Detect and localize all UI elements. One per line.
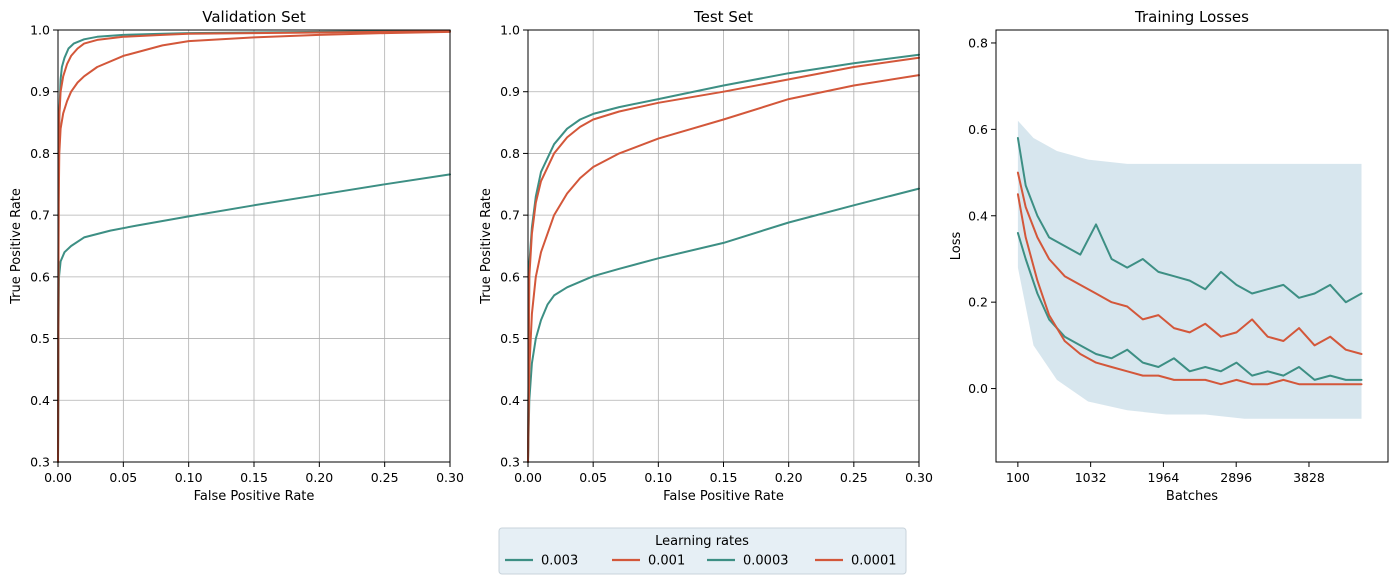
legend: Learning rates 0.003 0.001 0.0003 0.0001 — [498, 527, 907, 575]
x-tick-label: 0.15 — [710, 470, 738, 485]
y-tick-label: 0.8 — [500, 146, 520, 161]
x-tick-label: 0.00 — [44, 470, 72, 485]
y-tick-label: 0.8 — [30, 146, 50, 161]
series-line-1 — [1016, 171, 1363, 355]
series-line-2 — [527, 187, 920, 463]
x-tick-label: 0.10 — [644, 470, 672, 485]
x-tick-label: 0.20 — [775, 470, 803, 485]
training-losses-chart: 100 1032 1964 2896 3828 0.0 0.2 0.4 0.6 0.8 Traini… — [949, 8, 1389, 504]
legend-box — [498, 527, 907, 575]
y-tick-label: 0.3 — [500, 455, 520, 470]
x-tick-label: 1964 — [1148, 470, 1180, 485]
x-tick-label: 2896 — [1220, 470, 1252, 485]
legend-entry-label: 0.0003 — [743, 554, 789, 569]
plot-frame — [995, 29, 1389, 463]
y-tick-label: 0.4 — [30, 393, 50, 408]
x-tick-label: 0.05 — [109, 470, 137, 485]
x-tick-label: 0.00 — [514, 470, 542, 485]
x-tick-label: 1032 — [1075, 470, 1107, 485]
y-tick-label: 0.6 — [968, 122, 988, 137]
y-tick-label: 0.9 — [30, 84, 50, 99]
x-tick-label: 100 — [1006, 470, 1030, 485]
series-line-3 — [527, 74, 920, 463]
y-tick-label: 0.7 — [500, 208, 520, 223]
y-tick-label: 0.7 — [30, 208, 50, 223]
x-tick-label: 0.25 — [371, 470, 399, 485]
legend-entry-label: 0.001 — [648, 554, 685, 569]
y-tick-label: 0.5 — [500, 331, 520, 346]
x-axis-label: False Positive Rate — [194, 489, 315, 504]
test-set-chart: 0.00 0.05 0.10 0.15 0.20 0.25 0.30 0.3 0.4 0.5 0.6… — [479, 8, 933, 504]
y-tick-label: 0.3 — [30, 455, 50, 470]
chart-title: Training Losses — [1134, 8, 1249, 26]
y-tick-label: 0.2 — [968, 295, 988, 310]
y-tick-label: 0.6 — [500, 269, 520, 284]
chart-title: Validation Set — [202, 8, 306, 26]
y-tick-label: 1.0 — [30, 23, 50, 38]
x-axis-label: False Positive Rate — [663, 489, 784, 504]
series-line-3 — [57, 30, 451, 463]
y-axis-label: True Positive Rate — [9, 188, 24, 305]
y-axis-label: Loss — [949, 232, 964, 261]
loss-range-band — [1017, 120, 1362, 419]
x-tick-label: 0.30 — [436, 470, 464, 485]
x-tick-label: 0.30 — [905, 470, 933, 485]
y-axis-label: True Positive Rate — [479, 188, 494, 305]
series-line-3 — [1016, 193, 1363, 386]
y-tick-label: 0.4 — [968, 208, 988, 223]
chart-title: Test Set — [693, 8, 753, 26]
y-tick-label: 0.9 — [500, 84, 520, 99]
x-tick-label: 0.05 — [579, 470, 607, 485]
validation-set-chart: 0.00 0.05 0.10 0.15 0.20 0.25 0.30 0.3 0.4 0.5 0.6… — [9, 8, 464, 504]
legend-entry-label: 0.003 — [541, 554, 578, 569]
series-line-1 — [57, 30, 451, 463]
series-line-0 — [1016, 137, 1363, 304]
x-tick-label: 0.10 — [175, 470, 203, 485]
y-tick-label: 1.0 — [500, 23, 520, 38]
y-tick-label: 0.5 — [30, 331, 50, 346]
x-tick-label: 0.15 — [240, 470, 268, 485]
x-tick-label: 3828 — [1293, 470, 1325, 485]
x-axis-label: Batches — [1166, 489, 1218, 504]
legend-title: Learning rates — [655, 534, 749, 549]
y-tick-label: 0.8 — [968, 35, 988, 50]
y-tick-label: 0.6 — [30, 269, 50, 284]
x-tick-label: 0.25 — [840, 470, 868, 485]
y-tick-label: 0.4 — [500, 393, 520, 408]
y-tick-label: 0.0 — [968, 381, 988, 396]
legend-entry-label: 0.0001 — [851, 554, 897, 569]
series-line-2 — [1016, 232, 1363, 381]
series-line-1 — [527, 56, 920, 463]
x-tick-label: 0.20 — [305, 470, 333, 485]
